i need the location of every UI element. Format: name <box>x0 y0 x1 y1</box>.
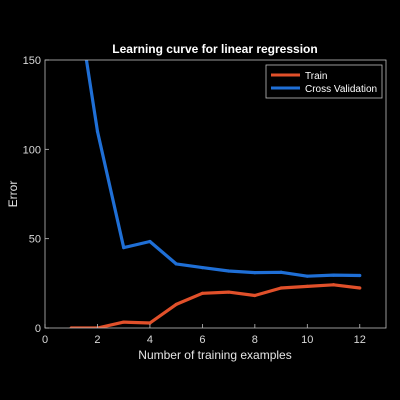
data-point-cross-validation <box>358 273 362 278</box>
data-point-cross-validation <box>279 270 283 274</box>
data-point-train <box>358 286 362 290</box>
chart-title: Learning curve for linear regression <box>112 42 317 56</box>
data-point-train <box>122 320 126 324</box>
data-point-cross-validation <box>174 262 178 266</box>
y-tick-label: 50 <box>29 234 41 246</box>
data-point-cross-validation <box>148 239 152 244</box>
axes-box <box>44 59 387 329</box>
x-tick-label: 6 <box>199 334 205 346</box>
plot-area <box>45 60 386 328</box>
data-point-cross-validation <box>122 246 126 250</box>
data-point-cross-validation <box>95 129 100 134</box>
data-point-train <box>174 302 178 307</box>
x-tick-label: 12 <box>354 334 366 346</box>
x-tick-label: 2 <box>94 334 100 346</box>
data-point-train <box>148 321 152 325</box>
legend-label-cross-validation: Cross Validation <box>305 84 377 95</box>
y-tick-label: 150 <box>23 55 41 67</box>
legend: Train Cross Validation <box>265 64 383 99</box>
series-line-cross-validation <box>84 60 360 278</box>
data-point-train <box>227 290 231 294</box>
data-point-cross-validation <box>305 274 309 278</box>
data-point-train <box>279 286 283 290</box>
series-line-train <box>71 283 360 328</box>
y-tick-label: 0 <box>35 323 41 335</box>
y-tick-label: 100 <box>23 144 41 156</box>
data-point-cross-validation <box>227 269 231 273</box>
data-point-cross-validation <box>253 271 257 275</box>
x-tick-label: 4 <box>147 334 153 346</box>
data-point-train <box>305 284 309 288</box>
data-point-cross-validation <box>331 273 336 277</box>
y-axis-label: Error <box>6 181 20 208</box>
data-point-cross-validation <box>200 266 204 270</box>
x-axis-label: Number of training examples <box>138 348 291 362</box>
data-point-train <box>253 293 257 298</box>
x-tick-label: 10 <box>301 334 313 346</box>
legend-box <box>265 64 383 99</box>
data-point-train <box>200 291 204 295</box>
x-tick-label: 0 <box>42 334 48 346</box>
data-point-train <box>331 283 336 287</box>
legend-label-train: Train <box>305 71 327 82</box>
x-tick-label: 8 <box>252 334 258 346</box>
